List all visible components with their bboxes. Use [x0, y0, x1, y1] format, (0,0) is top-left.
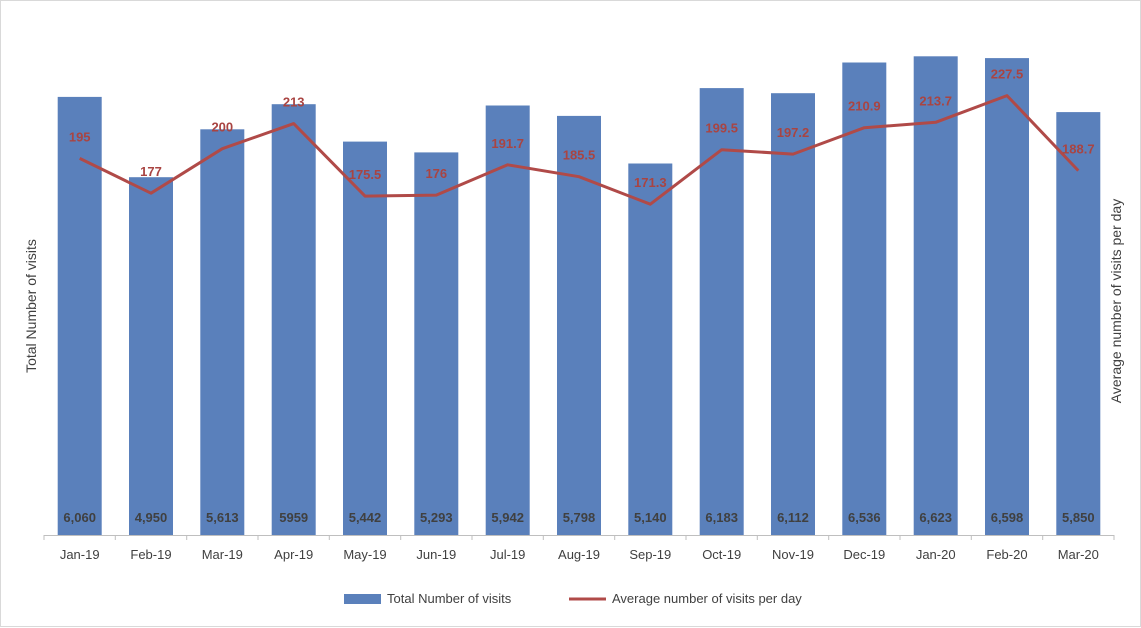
- x-tick-label: Oct-19: [702, 547, 741, 562]
- bar-value-label: 5959: [279, 510, 308, 525]
- legend: Total Number of visits Average number of…: [344, 591, 802, 606]
- bar-value-label: 5,442: [349, 510, 382, 525]
- x-tick-label: Feb-20: [986, 547, 1027, 562]
- legend-label-visits: Total Number of visits: [387, 591, 512, 606]
- x-tick-label: May-19: [343, 547, 386, 562]
- line-value-label: 185.5: [563, 148, 596, 163]
- bar-mar-20: [1056, 112, 1100, 535]
- bar-may-19: [343, 142, 387, 535]
- line-value-label: 195: [69, 129, 91, 144]
- line-value-label: 199.5: [705, 121, 738, 136]
- x-tick-label: Aug-19: [558, 547, 600, 562]
- bar-value-label: 4,950: [135, 510, 168, 525]
- bar-value-label: 5,798: [563, 510, 596, 525]
- x-tick-label: Dec-19: [843, 547, 885, 562]
- x-tick-label: Feb-19: [130, 547, 171, 562]
- line-value-label: 197.2: [777, 125, 810, 140]
- bar-value-label: 6,112: [777, 510, 809, 525]
- line-value-label: 175.5: [349, 167, 382, 182]
- bar-nov-19: [771, 93, 815, 535]
- line-value-label: 227.5: [991, 67, 1024, 82]
- x-tick-label: Jan-19: [60, 547, 100, 562]
- line-value-label: 188.7: [1062, 142, 1095, 157]
- bar-apr-19: [272, 104, 316, 535]
- bar-jun-19: [414, 152, 458, 535]
- bar-value-label: 6,536: [848, 510, 881, 525]
- bar-feb-20: [985, 58, 1029, 535]
- x-tick-labels: Jan-19 Feb-19 Mar-19 Apr-19 May-19 Jun-19 Jul-…: [44, 535, 1114, 562]
- line-value-label: 176: [425, 166, 447, 181]
- bar-value-label: 5,613: [206, 510, 239, 525]
- line-value-label: 171.3: [634, 175, 667, 190]
- bar-sep-19: [628, 164, 672, 536]
- y-axis-title-right: Average number of visits per day: [1108, 199, 1124, 403]
- x-tick-label: Sep-19: [629, 547, 671, 562]
- bar-mar-19: [200, 129, 244, 535]
- bar-jan-20: [914, 56, 958, 535]
- x-tick-label: Mar-19: [202, 547, 243, 562]
- bar-feb-19: [129, 177, 173, 535]
- bar-value-label: 5,942: [491, 510, 524, 525]
- line-value-label: 210.9: [848, 99, 881, 114]
- legend-swatch-visits: [344, 594, 381, 604]
- x-tick-label: Mar-20: [1058, 547, 1099, 562]
- x-tick-label: Nov-19: [772, 547, 814, 562]
- bar-value-label: 5,850: [1062, 510, 1095, 525]
- bar-oct-19: [700, 88, 744, 535]
- bar-value-label: 6,183: [705, 510, 738, 525]
- x-tick-label: Jun-19: [416, 547, 456, 562]
- line-value-label: 200: [211, 120, 233, 135]
- legend-label-average: Average number of visits per day: [612, 591, 802, 606]
- bar-value-label: 5,140: [634, 510, 667, 525]
- bar-aug-19: [557, 116, 601, 535]
- x-tick-label: Jan-20: [916, 547, 956, 562]
- line-value-label: 191.7: [491, 136, 524, 151]
- line-value-label: 213.7: [919, 93, 952, 108]
- line-value-label: 177: [140, 164, 162, 179]
- bar-value-label: 6,060: [63, 510, 96, 525]
- bar-jan-19: [58, 97, 102, 535]
- x-tick-label: Jul-19: [490, 547, 525, 562]
- y-axis-title-left: Total Number of visits: [23, 239, 39, 373]
- x-tick-label: Apr-19: [274, 547, 313, 562]
- bar-value-label: 6,623: [919, 510, 952, 525]
- line-value-label: 213: [283, 95, 305, 110]
- bar-value-label: 6,598: [991, 510, 1024, 525]
- bar-value-label: 5,293: [420, 510, 453, 525]
